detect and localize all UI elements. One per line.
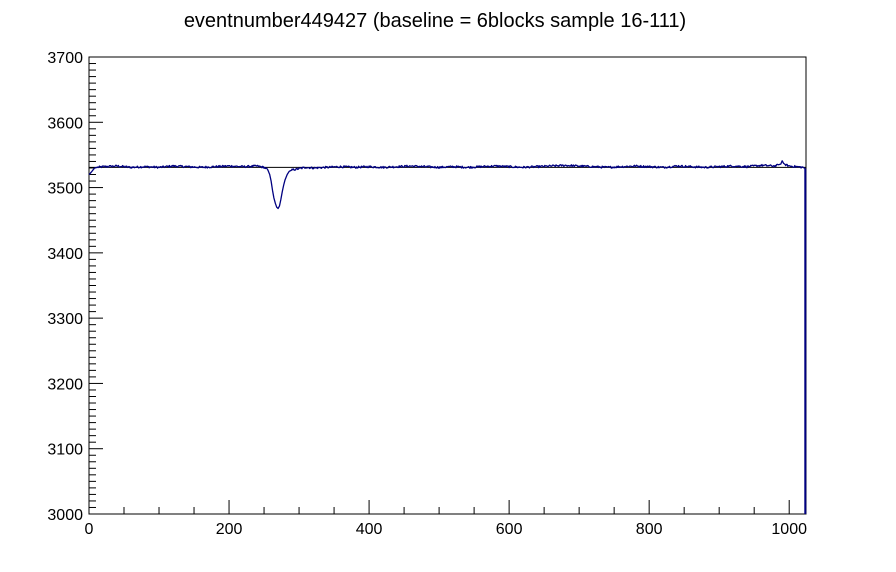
y-axis: 3000 3100 3200 3300 3400 3500 3600 3700 xyxy=(47,50,103,524)
y-tick-label: 3200 xyxy=(47,376,83,393)
y-tick-label: 3600 xyxy=(47,115,83,132)
y-tick-label: 3100 xyxy=(47,442,83,459)
y-tick-label: 3400 xyxy=(47,246,83,263)
y-tick-label: 3500 xyxy=(47,181,83,198)
x-tick-label: 200 xyxy=(216,521,243,538)
x-tick-label: 400 xyxy=(356,521,383,538)
x-axis: 0 200 400 600 800 1000 xyxy=(85,500,807,538)
y-tick-label: 3700 xyxy=(47,50,83,67)
y-tick-label: 3000 xyxy=(47,507,83,524)
chart-title: eventnumber449427 (baseline = 6blocks sa… xyxy=(184,10,686,32)
x-tick-label: 0 xyxy=(85,521,94,538)
plot-frame xyxy=(88,56,807,515)
x-tick-label: 600 xyxy=(496,521,523,538)
waveform-series-line xyxy=(88,160,806,210)
y-tick-label: 3300 xyxy=(47,311,83,328)
x-tick-label: 800 xyxy=(636,521,663,538)
x-tick-label: 1000 xyxy=(771,521,807,538)
